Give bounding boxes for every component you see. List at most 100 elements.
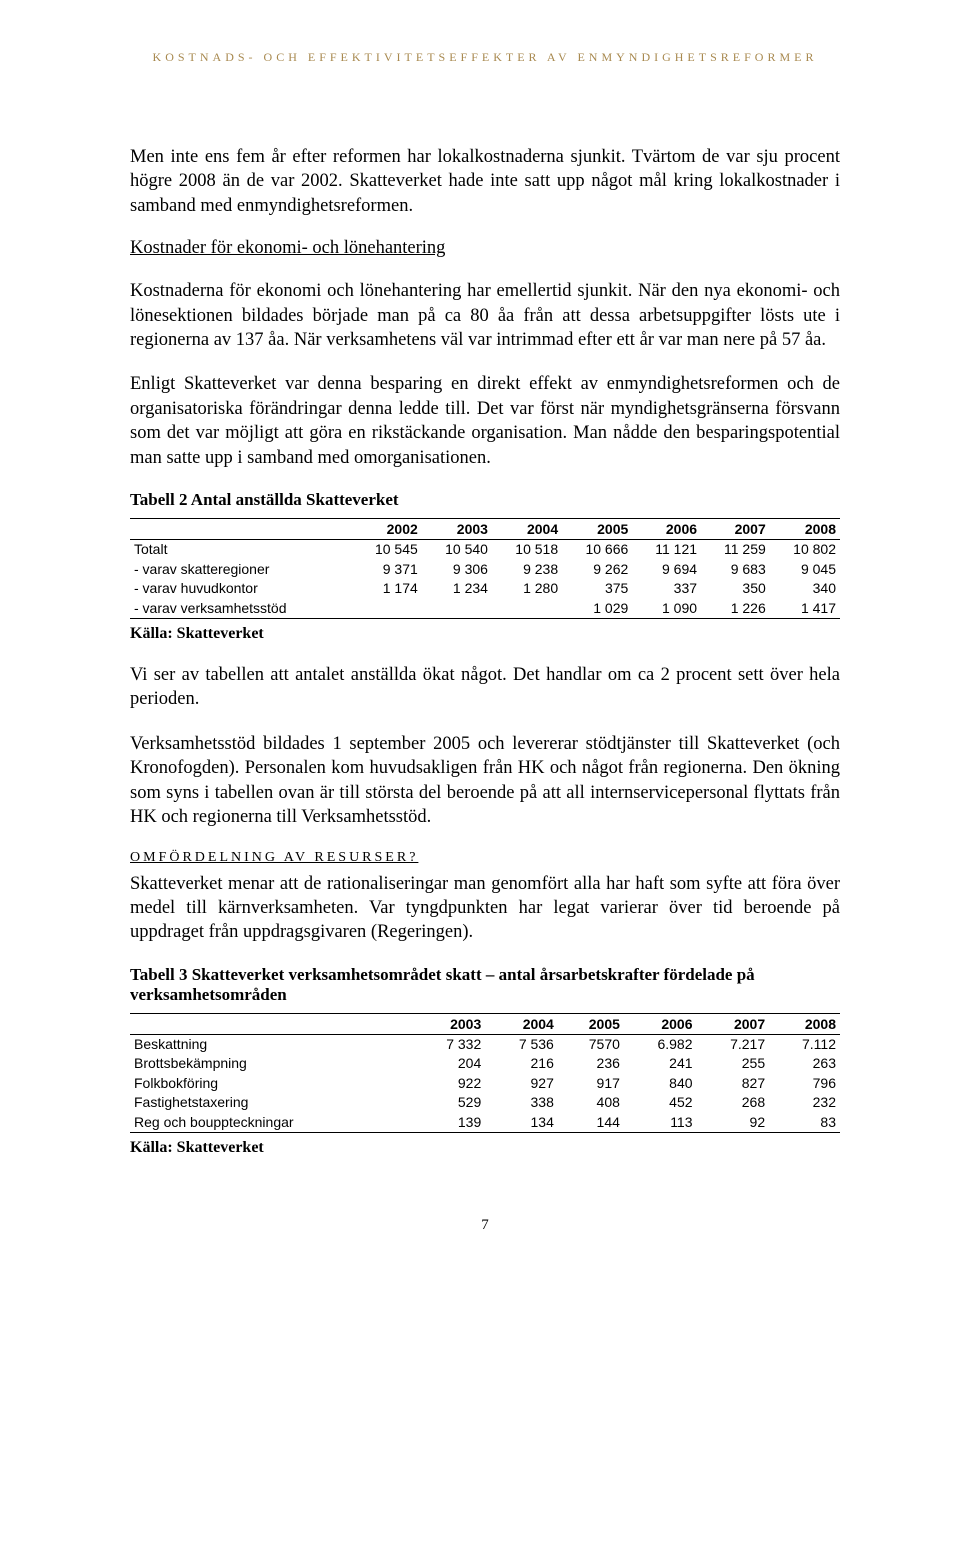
table3-cell: 840 [624,1074,697,1094]
table2-cell [492,599,562,619]
table2-source: Källa: Skatteverket [130,625,840,643]
table2-year: 2002 [352,519,422,540]
paragraph-6: Skatteverket menar att de rationaliserin… [130,872,840,945]
table3-row: Fastighetstaxering 529 338 408 452 268 2… [130,1093,840,1113]
table2-rowlabel: - varav verksamhetsstöd [130,599,352,619]
table3-cell: 144 [558,1113,624,1133]
table2-year: 2005 [562,519,632,540]
table2-cell: 350 [701,579,770,599]
table2-header-row: 2002 2003 2004 2005 2006 2007 2008 [130,519,840,540]
table2-year: 2008 [770,519,840,540]
table2-row: Totalt 10 545 10 540 10 518 10 666 11 12… [130,540,840,560]
table2-cell [352,599,422,619]
table3-rowlabel: Beskattning [130,1034,413,1054]
table2-cell: 10 802 [770,540,840,560]
paragraph-4: Vi ser av tabellen att antalet anställda… [130,663,840,712]
table3-cell: 529 [413,1093,486,1113]
table2-cell: 9 683 [701,560,770,580]
table2-title: Tabell 2 Antal anställda Skatteverket [130,490,840,510]
table2-rowlabel: - varav skatteregioner [130,560,352,580]
table3-cell: 796 [769,1074,840,1094]
table2-cell: 10 540 [422,540,492,560]
table2-cell [422,599,492,619]
table2-year: 2003 [422,519,492,540]
subheading-costs: Kostnader för ekonomi- och lönehantering [130,238,840,259]
table3-year: 2004 [485,1013,558,1034]
table2-cell: 1 029 [562,599,632,619]
table2-row: - varav verksamhetsstöd 1 029 1 090 1 22… [130,599,840,619]
table3-cell: 7.217 [697,1034,770,1054]
table3-row: Reg och bouppteckningar 139 134 144 113 … [130,1113,840,1133]
table3-cell: 917 [558,1074,624,1094]
table2-year: 2007 [701,519,770,540]
table3-year: 2003 [413,1013,486,1034]
table3-cell: 113 [624,1113,697,1133]
table2-year: 2006 [632,519,701,540]
table2-cell: 9 306 [422,560,492,580]
table2-cell: 1 226 [701,599,770,619]
table2-cell: 375 [562,579,632,599]
table3-year: 2007 [697,1013,770,1034]
paragraph-2: Kostnaderna för ekonomi och lönehanterin… [130,279,840,352]
table3-row: Folkbokföring 922 927 917 840 827 796 [130,1074,840,1094]
table2-year: 2004 [492,519,562,540]
table3-year: 2005 [558,1013,624,1034]
table3-year: 2006 [624,1013,697,1034]
table3-cell: 139 [413,1113,486,1133]
table2-row: - varav skatteregioner 9 371 9 306 9 238… [130,560,840,580]
table2-cell: 11 259 [701,540,770,560]
table2-row: - varav huvudkontor 1 174 1 234 1 280 37… [130,579,840,599]
table2-cell: 11 121 [632,540,701,560]
page-number: 7 [130,1217,840,1234]
table3-cell: 92 [697,1113,770,1133]
subheading-redistribution: OMFÖRDELNING AV RESURSER? [130,850,840,866]
table2-cell: 9 045 [770,560,840,580]
table3-cell: 268 [697,1093,770,1113]
table2-cell: 1 280 [492,579,562,599]
table3-cell: 408 [558,1093,624,1113]
table2-cell: 9 371 [352,560,422,580]
table2-cell: 9 694 [632,560,701,580]
table3-cell: 7 536 [485,1034,558,1054]
table2-cell: 10 545 [352,540,422,560]
table3-cell: 255 [697,1054,770,1074]
table3-header-blank [130,1013,413,1034]
table2-rowlabel: Totalt [130,540,352,560]
table2-cell: 9 262 [562,560,632,580]
table2-cell: 337 [632,579,701,599]
table3-cell: 927 [485,1074,558,1094]
paragraph-1: Men inte ens fem år efter reformen har l… [130,145,840,218]
table2: 2002 2003 2004 2005 2006 2007 2008 Total… [130,518,840,619]
table3-cell: 134 [485,1113,558,1133]
table3-cell: 204 [413,1054,486,1074]
table3-cell: 827 [697,1074,770,1094]
table3-cell: 83 [769,1113,840,1133]
paragraph-3: Enligt Skatteverket var denna besparing … [130,372,840,470]
table3-cell: 236 [558,1054,624,1074]
table3-cell: 241 [624,1054,697,1074]
table2-cell: 340 [770,579,840,599]
table3-cell: 338 [485,1093,558,1113]
table2-cell: 9 238 [492,560,562,580]
table3-row: Beskattning 7 332 7 536 7570 6.982 7.217… [130,1034,840,1054]
table3-rowlabel: Folkbokföring [130,1074,413,1094]
table3-rowlabel: Fastighetstaxering [130,1093,413,1113]
table3-cell: 232 [769,1093,840,1113]
table2-cell: 1 417 [770,599,840,619]
table3-cell: 7 332 [413,1034,486,1054]
table3-cell: 263 [769,1054,840,1074]
table2-cell: 1 174 [352,579,422,599]
table2-header-blank [130,519,352,540]
table3-cell: 6.982 [624,1034,697,1054]
paragraph-5: Verksamhetsstöd bildades 1 september 200… [130,732,840,830]
table2-cell: 10 518 [492,540,562,560]
table3-title: Tabell 3 Skatteverket verksamhetsområdet… [130,965,840,1005]
table2-cell: 1 090 [632,599,701,619]
table3: 2003 2004 2005 2006 2007 2008 Beskattnin… [130,1013,840,1134]
table2-rowlabel: - varav huvudkontor [130,579,352,599]
table3-cell: 452 [624,1093,697,1113]
table3-cell: 7.112 [769,1034,840,1054]
table3-source: Källa: Skatteverket [130,1139,840,1157]
table3-row: Brottsbekämpning 204 216 236 241 255 263 [130,1054,840,1074]
table3-cell: 216 [485,1054,558,1074]
